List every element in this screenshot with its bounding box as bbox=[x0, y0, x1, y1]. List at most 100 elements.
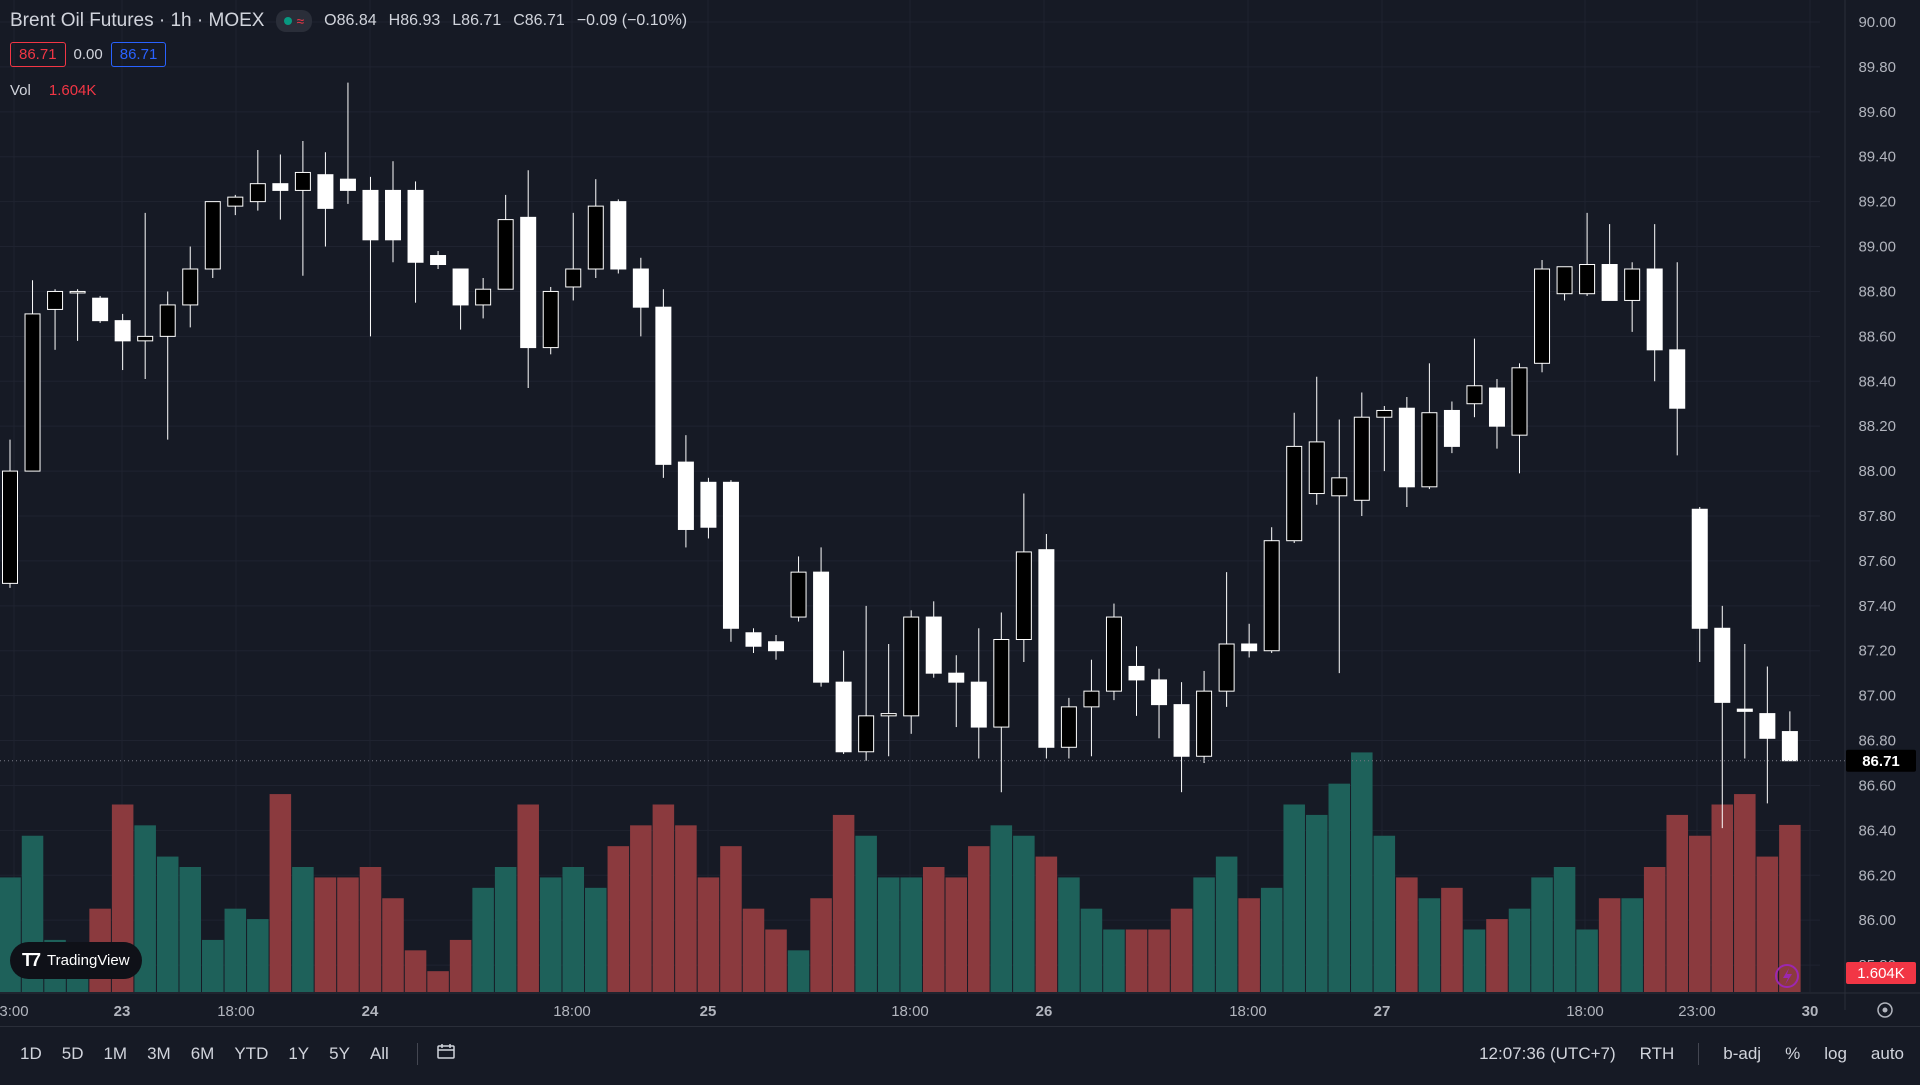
close-value: 86.71 bbox=[524, 12, 565, 29]
symbol-title[interactable]: Brent Oil Futures · 1h · MOEX bbox=[10, 10, 265, 31]
volume-bar bbox=[1576, 929, 1598, 992]
price-axis-label: 87.60 bbox=[1858, 553, 1896, 570]
candle-body bbox=[204, 201, 221, 270]
candle-body bbox=[1398, 407, 1415, 488]
price-axis-label: 87.40 bbox=[1858, 598, 1896, 615]
candle-body bbox=[1083, 690, 1100, 708]
price-axis-label: 90.00 bbox=[1858, 14, 1896, 31]
range-button-1m[interactable]: 1M bbox=[103, 1044, 128, 1063]
price-axis-label: 87.20 bbox=[1858, 643, 1896, 660]
price-axis-label: 88.00 bbox=[1858, 463, 1896, 480]
candle-body bbox=[520, 216, 537, 349]
range-button-5y[interactable]: 5Y bbox=[329, 1044, 350, 1063]
range-button-3m[interactable]: 3M bbox=[147, 1044, 171, 1063]
last-volume-label: 1.604K bbox=[1857, 965, 1905, 982]
time-axis-label: 25 bbox=[700, 1003, 717, 1020]
bid-price-button[interactable]: 86.71 bbox=[10, 42, 66, 67]
candle-body bbox=[407, 189, 424, 263]
volume-bar bbox=[1238, 898, 1260, 992]
auto-toggle[interactable]: auto bbox=[1870, 1044, 1904, 1063]
timezone-clock[interactable]: 12:07:36 (UTC+7) bbox=[1479, 1044, 1616, 1063]
candle-body bbox=[182, 268, 199, 306]
volume-bar bbox=[1779, 824, 1801, 992]
range-button-ytd[interactable]: YTD bbox=[234, 1044, 269, 1063]
range-button-all[interactable]: All bbox=[369, 1044, 389, 1063]
candle-body bbox=[858, 715, 875, 753]
volume-legend[interactable]: Vol 1.604K bbox=[10, 82, 96, 99]
candle-body bbox=[1556, 266, 1573, 295]
candle-body bbox=[925, 616, 942, 674]
volume-bar bbox=[337, 877, 359, 992]
candle-body bbox=[587, 205, 604, 270]
volume-bar bbox=[156, 856, 179, 992]
volume-bar bbox=[585, 887, 607, 992]
logo-text: TradingView bbox=[47, 952, 130, 969]
candle-body bbox=[722, 481, 739, 629]
time-axis-label: 18:00 bbox=[217, 1003, 255, 1020]
volume-bar bbox=[539, 877, 562, 992]
time-axis-label: 27 bbox=[1374, 1003, 1391, 1020]
candle-body bbox=[813, 571, 830, 683]
volume-bar bbox=[990, 825, 1013, 992]
settings-gear-icon[interactable] bbox=[1877, 1002, 1893, 1018]
time-axis-label: 23:00 bbox=[1678, 1003, 1716, 1020]
price-axis-label: 86.40 bbox=[1858, 822, 1896, 839]
ask-price-button[interactable]: 86.71 bbox=[110, 42, 167, 67]
volume-bar bbox=[269, 794, 292, 992]
volume-bar bbox=[134, 825, 156, 992]
volume-bar bbox=[968, 846, 990, 992]
time-axis-label: 3:00 bbox=[0, 1003, 29, 1020]
candle-body bbox=[452, 268, 469, 306]
candle-body bbox=[339, 178, 356, 191]
range-button-1d[interactable]: 1D bbox=[20, 1044, 42, 1063]
candle-body bbox=[1488, 387, 1505, 427]
volume-bar bbox=[877, 877, 900, 992]
candle-body bbox=[272, 183, 289, 191]
percent-toggle[interactable]: % bbox=[1785, 1044, 1801, 1063]
symbol-legend: Brent Oil Futures · 1h · MOEX ≈ O86.84 H… bbox=[10, 10, 687, 32]
volume-bar bbox=[1598, 898, 1621, 992]
ohlc-values: O86.84 H86.93 L86.71 C86.71 −0.09 (−0.10… bbox=[324, 12, 688, 29]
candle-body bbox=[1624, 268, 1641, 301]
last-price-tag bbox=[1846, 749, 1916, 772]
candle-body bbox=[610, 201, 627, 270]
tradingview-logo[interactable]: T7 TradingView bbox=[10, 942, 142, 979]
candle-body bbox=[948, 672, 965, 683]
price-axis-label: 89.60 bbox=[1858, 104, 1896, 121]
volume-label: Vol bbox=[10, 82, 31, 99]
volume-bar bbox=[1463, 929, 1486, 992]
volume-bar bbox=[1734, 794, 1756, 992]
market-open-dot-icon bbox=[284, 17, 293, 25]
candle-body bbox=[249, 183, 266, 203]
volume-bar bbox=[1283, 804, 1305, 992]
tv-logo-icon: T7 bbox=[22, 950, 41, 970]
market-status-pill[interactable]: ≈ bbox=[276, 10, 313, 32]
open-value: 86.84 bbox=[336, 12, 377, 29]
candle-body bbox=[993, 639, 1010, 728]
log-toggle[interactable]: log bbox=[1824, 1044, 1847, 1063]
time-axis-label: 18:00 bbox=[553, 1003, 591, 1020]
candle-body bbox=[1353, 416, 1370, 501]
volume-bar bbox=[1058, 877, 1080, 992]
goto-date-icon[interactable] bbox=[436, 1043, 456, 1066]
range-button-5d[interactable]: 5D bbox=[61, 1044, 84, 1063]
candle-body bbox=[1714, 627, 1731, 703]
candle-body bbox=[1196, 690, 1213, 757]
lightning-icon[interactable] bbox=[1775, 964, 1799, 988]
candle-body bbox=[1534, 268, 1551, 364]
price-axis-label: 86.20 bbox=[1858, 867, 1896, 884]
candle-body bbox=[1736, 708, 1753, 712]
price-axis-label: 88.40 bbox=[1858, 373, 1896, 390]
volume-bar bbox=[630, 825, 652, 992]
volume-bar bbox=[765, 929, 787, 992]
volume-bar bbox=[1328, 783, 1351, 992]
range-button-1y[interactable]: 1Y bbox=[288, 1044, 310, 1063]
time-axis-label: 18:00 bbox=[1229, 1003, 1267, 1020]
volume-bar bbox=[449, 939, 472, 992]
badj-toggle[interactable]: b-adj bbox=[1723, 1044, 1762, 1063]
candle-body bbox=[1691, 508, 1708, 629]
range-button-6m[interactable]: 6M bbox=[190, 1044, 215, 1063]
session-toggle[interactable]: RTH bbox=[1639, 1044, 1675, 1063]
